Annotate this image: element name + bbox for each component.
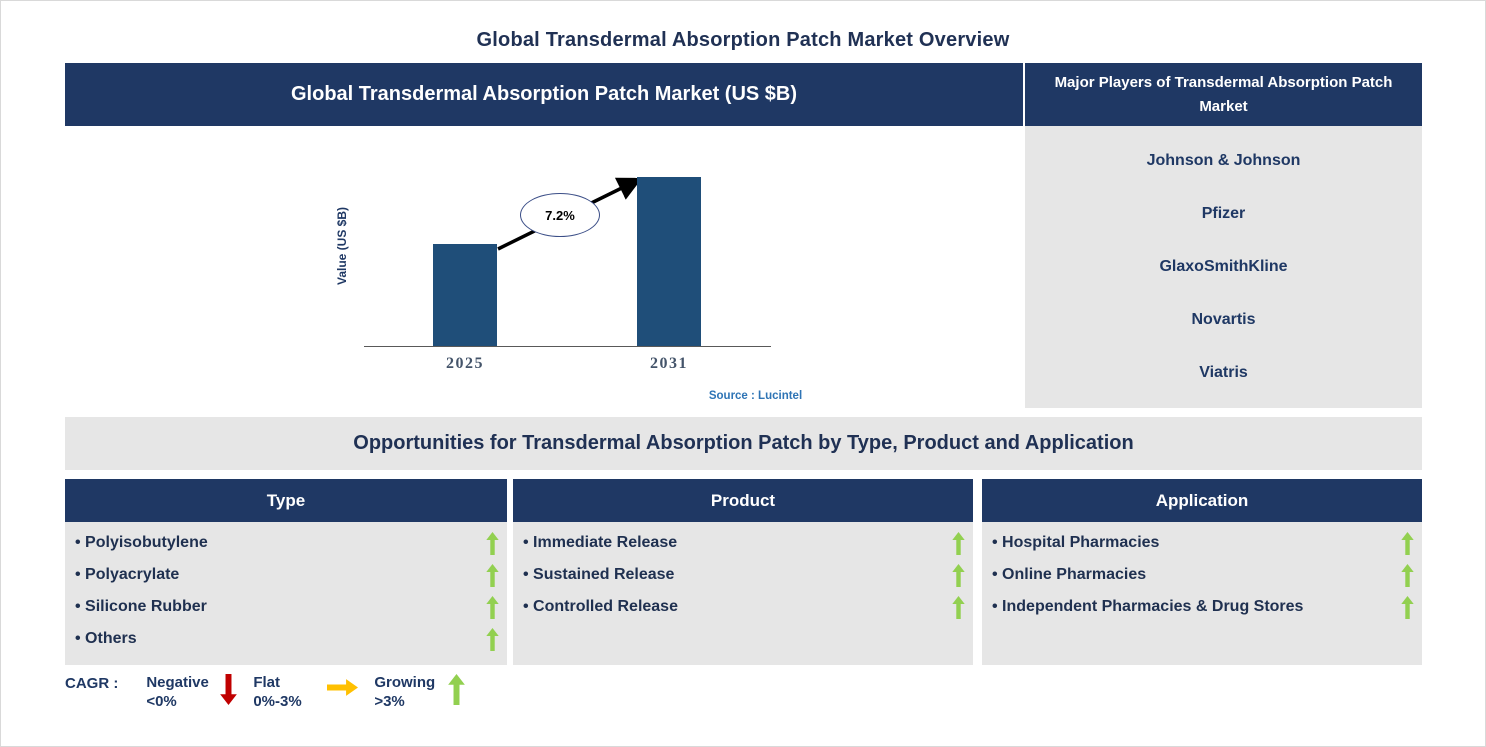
legend-range: 0%-3%: [253, 693, 302, 710]
player-name: Johnson & Johnson: [1146, 151, 1301, 169]
segment-label: Polyisobutylene: [75, 534, 208, 552]
segment-label: Online Pharmacies: [992, 566, 1146, 584]
type-column: Type Polyisobutylene Polyacrylate Silico…: [65, 479, 507, 665]
legend-name: Negative: [146, 674, 209, 691]
cagr-bubble: 7.2%: [520, 193, 600, 237]
bar-2031: [637, 177, 701, 346]
player-name: Viatris: [1199, 364, 1248, 382]
major-players-panel: Major Players of Transdermal Absorption …: [1025, 63, 1422, 408]
segment-label: Others: [75, 630, 137, 648]
product-column-title: Product: [710, 490, 776, 510]
up-arrow-icon: [952, 531, 965, 555]
x-tick-2031: 2031: [650, 355, 688, 372]
application-column: Application Hospital Pharmacies Online P…: [982, 479, 1422, 665]
type-items: Polyisobutylene Polyacrylate Silicone Ru…: [65, 522, 507, 665]
legend-entry-negative: Negative <0%: [146, 673, 238, 711]
application-column-title: Application: [1155, 490, 1249, 510]
list-item: Independent Pharmacies & Drug Stores: [982, 591, 1422, 623]
up-arrow-icon: [952, 595, 965, 619]
segment-label: Polyacrylate: [75, 566, 179, 584]
up-arrow-icon: [1401, 563, 1414, 587]
source-note: Source : Lucintel: [708, 390, 803, 402]
product-items: Immediate Release Sustained Release Cont…: [513, 522, 973, 665]
market-chart-header: Global Transdermal Absorption Patch Mark…: [65, 63, 1023, 126]
product-column: Product Immediate Release Sustained Rele…: [513, 479, 973, 665]
up-arrow-icon: [486, 563, 499, 587]
market-bar-chart: Value (US $B) 7.2% 2025 2031 Source : Lu…: [65, 126, 1023, 411]
market-chart-panel: Global Transdermal Absorption Patch Mark…: [65, 63, 1023, 411]
segment-label: Immediate Release: [523, 534, 677, 552]
bar-2025: [433, 244, 497, 346]
legend-range: >3%: [374, 693, 405, 710]
list-item: Online Pharmacies: [982, 559, 1422, 591]
segment-label: Controlled Release: [523, 598, 678, 616]
opportunities-banner-text: Opportunities for Transdermal Absorption…: [353, 432, 1134, 454]
player-name: Novartis: [1191, 311, 1256, 329]
list-item: Immediate Release: [513, 527, 973, 559]
legend-name: Growing: [374, 674, 436, 691]
cagr-legend: CAGR : Negative <0% Flat 0%-3% Growing >…: [65, 673, 481, 711]
growth-trend-arrow: [497, 177, 643, 251]
list-item: Sustained Release: [513, 559, 973, 591]
page-title: Global Transdermal Absorption Patch Mark…: [476, 29, 1010, 51]
major-players-title: Major Players of Transdermal Absorption …: [1054, 74, 1393, 115]
list-item: Hospital Pharmacies: [982, 527, 1422, 559]
cagr-legend-label: CAGR :: [65, 675, 119, 692]
segment-label: Sustained Release: [523, 566, 674, 584]
segment-label: Hospital Pharmacies: [992, 534, 1159, 552]
down-arrow-icon: [220, 674, 238, 705]
market-chart-title: Global Transdermal Absorption Patch Mark…: [290, 83, 798, 105]
type-column-title: Type: [266, 490, 306, 510]
up-arrow-icon: [486, 595, 499, 619]
right-arrow-icon: [327, 679, 359, 696]
application-items: Hospital Pharmacies Online Pharmacies In…: [982, 522, 1422, 665]
legend-name: Flat: [253, 674, 280, 691]
up-arrow-icon: [448, 674, 466, 705]
list-item: Others: [65, 623, 507, 655]
product-column-header: Product: [513, 479, 973, 522]
player-name: Pfizer: [1201, 204, 1246, 222]
x-axis-line: [364, 346, 771, 347]
segment-label: Silicone Rubber: [75, 598, 207, 616]
up-arrow-icon: [952, 563, 965, 587]
list-item: Silicone Rubber: [65, 591, 507, 623]
major-players-list: Johnson & Johnson Pfizer GlaxoSmithKline…: [1025, 126, 1422, 408]
list-item: Controlled Release: [513, 591, 973, 623]
legend-entry-flat: Flat 0%-3%: [253, 673, 359, 711]
list-item: Polyisobutylene: [65, 527, 507, 559]
legend-range: <0%: [146, 693, 177, 710]
up-arrow-icon: [1401, 531, 1414, 555]
up-arrow-icon: [1401, 595, 1414, 619]
type-column-header: Type: [65, 479, 507, 522]
application-column-header: Application: [982, 479, 1422, 522]
legend-entry-growing: Growing >3%: [374, 673, 466, 711]
x-tick-2025: 2025: [446, 355, 484, 372]
list-item: Polyacrylate: [65, 559, 507, 591]
up-arrow-icon: [486, 627, 499, 651]
segment-label: Independent Pharmacies & Drug Stores: [992, 598, 1303, 616]
cagr-value: 7.2%: [545, 207, 575, 223]
major-players-header: Major Players of Transdermal Absorption …: [1025, 63, 1422, 126]
up-arrow-icon: [486, 531, 499, 555]
player-name: GlaxoSmithKline: [1159, 257, 1288, 275]
opportunities-banner: Opportunities for Transdermal Absorption…: [65, 417, 1422, 470]
